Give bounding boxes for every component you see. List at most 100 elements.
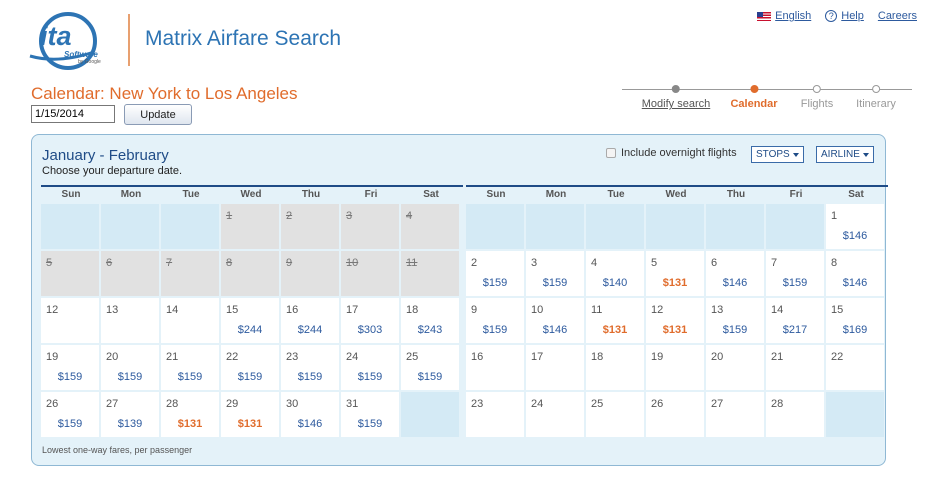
day-cell[interactable]: 15 $169 [826, 298, 884, 343]
day-cell[interactable]: 16 $244 [281, 298, 339, 343]
day-cell[interactable]: 21 $159 [161, 345, 219, 390]
day-cell: 9 [281, 251, 339, 296]
fare-link[interactable]: $159 [782, 277, 808, 289]
empty-day-cell [826, 392, 884, 437]
day-cell: 24 [526, 392, 584, 437]
day-cell[interactable]: 24 $159 [341, 345, 399, 390]
fare-link[interactable]: $159 [237, 371, 263, 383]
panel-instructions: Choose your departure date. [42, 165, 183, 177]
day-cell[interactable]: 1 $146 [826, 204, 884, 249]
day-cell[interactable]: 20 $159 [101, 345, 159, 390]
airline-dropdown[interactable]: AIRLINE [816, 146, 874, 163]
overnight-toggle[interactable]: Include overnight flights [606, 147, 737, 159]
fare-link[interactable]: $146 [722, 277, 748, 289]
day-number: 26 [46, 398, 59, 410]
fare-link[interactable]: $146 [842, 277, 868, 289]
day-number: 21 [166, 351, 179, 363]
careers-link[interactable]: Careers [877, 10, 917, 22]
departure-date-input[interactable] [31, 105, 115, 123]
day-cell[interactable]: 4 $140 [586, 251, 644, 296]
day-cell[interactable]: 7 $159 [766, 251, 824, 296]
day-cell[interactable]: 28 $131 [161, 392, 219, 437]
fare-link[interactable]: $159 [357, 418, 383, 430]
lowest-fare-link[interactable]: $131 [662, 324, 688, 336]
fare-link[interactable]: $244 [297, 324, 323, 336]
fare-link[interactable]: $159 [57, 371, 83, 383]
fare-link[interactable]: $159 [177, 371, 203, 383]
fare-link[interactable]: $243 [417, 324, 443, 336]
top-links: English ? Help Careers [757, 10, 917, 22]
fare-link[interactable]: $244 [237, 324, 263, 336]
day-cell[interactable]: 10 $146 [526, 298, 584, 343]
language-link[interactable]: English [775, 10, 812, 22]
fare-link[interactable]: $217 [782, 324, 808, 336]
day-cell[interactable]: 9 $159 [466, 298, 524, 343]
logo-byline: by Google [78, 59, 101, 65]
day-number: 12 [651, 304, 664, 316]
day-number: 13 [711, 304, 724, 316]
fare-link[interactable]: $146 [297, 418, 323, 430]
day-cell[interactable]: 19 $159 [41, 345, 99, 390]
fare-link[interactable]: $159 [542, 277, 568, 289]
overnight-checkbox[interactable] [606, 148, 616, 158]
day-cell[interactable]: 8 $146 [826, 251, 884, 296]
day-number: 25 [406, 351, 419, 363]
empty-day-cell [466, 204, 524, 249]
day-number: 27 [106, 398, 119, 410]
lowest-fare-link[interactable]: $131 [662, 277, 688, 289]
step-dot [749, 85, 758, 93]
lowest-fare-link[interactable]: $131 [177, 418, 203, 430]
fare-link[interactable]: $159 [722, 324, 748, 336]
day-cell[interactable]: 2 $159 [466, 251, 524, 296]
fare-link[interactable]: $159 [117, 371, 143, 383]
day-cell[interactable]: 25 $159 [401, 345, 459, 390]
day-cell: 26 [646, 392, 704, 437]
day-cell[interactable]: 6 $146 [706, 251, 764, 296]
day-cell[interactable]: 30 $146 [281, 392, 339, 437]
day-cell: 16 [466, 345, 524, 390]
fare-link[interactable]: $159 [417, 371, 443, 383]
day-cell: 21 [766, 345, 824, 390]
fare-link[interactable]: $303 [357, 324, 383, 336]
day-number: 12 [46, 304, 59, 316]
step-dot [872, 85, 880, 93]
fare-link[interactable]: $169 [842, 324, 868, 336]
fare-link[interactable]: $159 [357, 371, 383, 383]
day-number: 24 [346, 351, 359, 363]
fare-link[interactable]: $159 [482, 277, 508, 289]
day-cell[interactable]: 17 $303 [341, 298, 399, 343]
ita-software-logo[interactable]: ita Software by Google [28, 12, 108, 70]
lowest-fare-link[interactable]: $131 [237, 418, 263, 430]
day-cell[interactable]: 26 $159 [41, 392, 99, 437]
day-cell[interactable]: 13 $159 [706, 298, 764, 343]
fare-link[interactable]: $159 [482, 324, 508, 336]
day-cell[interactable]: 23 $159 [281, 345, 339, 390]
day-cell[interactable]: 11 $131 [586, 298, 644, 343]
help-link[interactable]: Help [841, 10, 864, 22]
day-cell[interactable]: 12 $131 [646, 298, 704, 343]
day-cell[interactable]: 27 $139 [101, 392, 159, 437]
day-cell[interactable]: 15 $244 [221, 298, 279, 343]
fare-link[interactable]: $139 [117, 418, 143, 430]
stops-dropdown[interactable]: STOPS [751, 146, 804, 163]
day-cell[interactable]: 14 $217 [766, 298, 824, 343]
weekday-label: Thu [301, 189, 321, 200]
fare-link[interactable]: $140 [602, 277, 628, 289]
day-number: 5 [46, 257, 53, 269]
fare-link[interactable]: $159 [297, 371, 323, 383]
day-cell[interactable]: 29 $131 [221, 392, 279, 437]
day-cell[interactable]: 3 $159 [526, 251, 584, 296]
update-button[interactable]: Update [124, 104, 192, 125]
fare-link[interactable]: $146 [542, 324, 568, 336]
day-number: 6 [711, 257, 718, 269]
day-cell[interactable]: 18 $243 [401, 298, 459, 343]
empty-day-cell [646, 204, 704, 249]
lowest-fare-link[interactable]: $131 [602, 324, 628, 336]
fare-link[interactable]: $159 [57, 418, 83, 430]
day-number: 16 [471, 351, 484, 363]
day-cell[interactable]: 5 $131 [646, 251, 704, 296]
day-cell[interactable]: 31 $159 [341, 392, 399, 437]
day-cell[interactable]: 22 $159 [221, 345, 279, 390]
fare-link[interactable]: $146 [842, 230, 868, 242]
step-modify-search[interactable]: Modify search [642, 84, 710, 110]
